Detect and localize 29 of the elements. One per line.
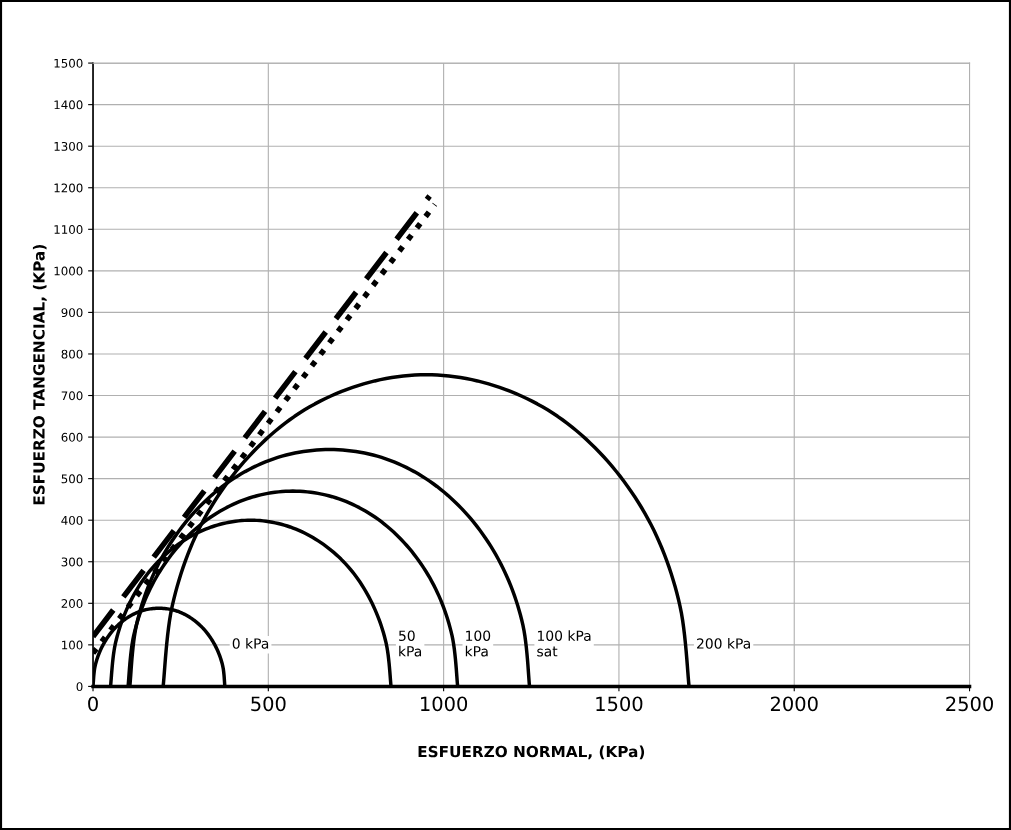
series-label: 100 kPa sat [537,630,591,657]
x-tick-label: 2000 [770,696,818,712]
x-tick-label: 2500 [946,696,993,712]
y-tick-label: 1200 [54,183,83,193]
y-tick-label: 200 [61,599,83,608]
x-axis-title: ESFUERZO NORMAL, (KPa) [418,745,645,760]
x-tick-label: 1000 [421,696,468,712]
series-label: 100 kPa [465,630,491,657]
y-tick-label: 800 [61,349,83,359]
x-tick-label: 0 [88,696,98,712]
series-label: 0 kPa [232,638,269,649]
y-tick-label: 400 [61,515,83,525]
y-tick-label: 1500 [54,58,83,68]
x-tick-label: 500 [251,696,286,712]
y-tick-label: 900 [61,308,83,318]
y-tick-label: 700 [61,391,83,401]
x-tick-label: 1500 [596,696,643,712]
series-label: 200 kPa [697,638,750,649]
y-axis-title: ESFUERZO TANGENCIAL, (KPa) [32,245,47,505]
y-tick-label: 0 [76,682,83,692]
y-tick-label: 1000 [54,266,83,276]
y-tick-label: 1100 [54,225,83,234]
y-tick-label: 300 [61,557,83,567]
y-tick-label: 100 [62,640,83,650]
y-tick-label: 1400 [54,100,83,110]
series-label: 50 kPa [399,630,422,657]
y-tick-label: 1300 [54,141,83,151]
y-tick-label: 500 [61,474,83,484]
y-tick-label: 600 [61,432,83,442]
